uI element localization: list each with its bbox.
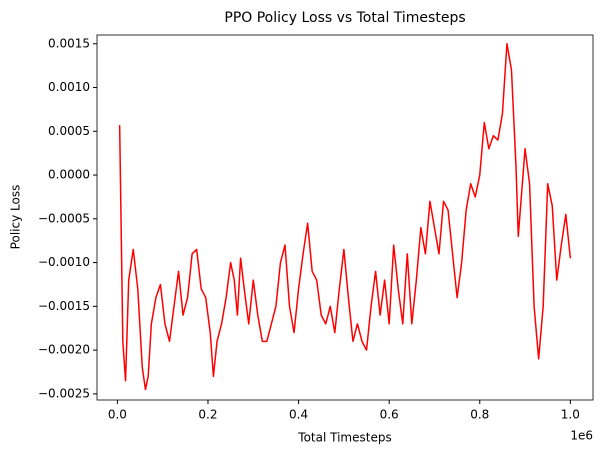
y-tick-label: 0.0005: [48, 124, 90, 138]
chart-title: PPO Policy Loss vs Total Timesteps: [224, 10, 465, 26]
x-offset-label: 1e6: [570, 429, 593, 443]
y-tick-label: −0.0015: [38, 299, 90, 313]
x-tick-label: 0.6: [380, 408, 399, 422]
data-line: [118, 43, 572, 391]
x-axis-label: Total Timesteps: [297, 431, 391, 445]
x-tick-label: 1.0: [561, 408, 580, 422]
y-axis-label: Policy Loss: [9, 185, 23, 250]
y-tick-label: 0.0010: [48, 80, 90, 94]
y-tick-label: −0.0005: [38, 211, 90, 225]
x-tick-label: 0.0: [108, 408, 127, 422]
y-tick-label: −0.0025: [38, 386, 90, 400]
y-tick-label: −0.0010: [38, 255, 90, 269]
y-tick-label: 0.0015: [48, 36, 90, 50]
x-tick-label: 0.8: [470, 408, 489, 422]
y-tick-label: −0.0020: [38, 343, 90, 357]
x-tick-label: 0.2: [198, 408, 217, 422]
y-tick-label: 0.0000: [48, 168, 90, 182]
plot-frame: [96, 34, 594, 401]
x-tick-label: 0.4: [289, 408, 308, 422]
